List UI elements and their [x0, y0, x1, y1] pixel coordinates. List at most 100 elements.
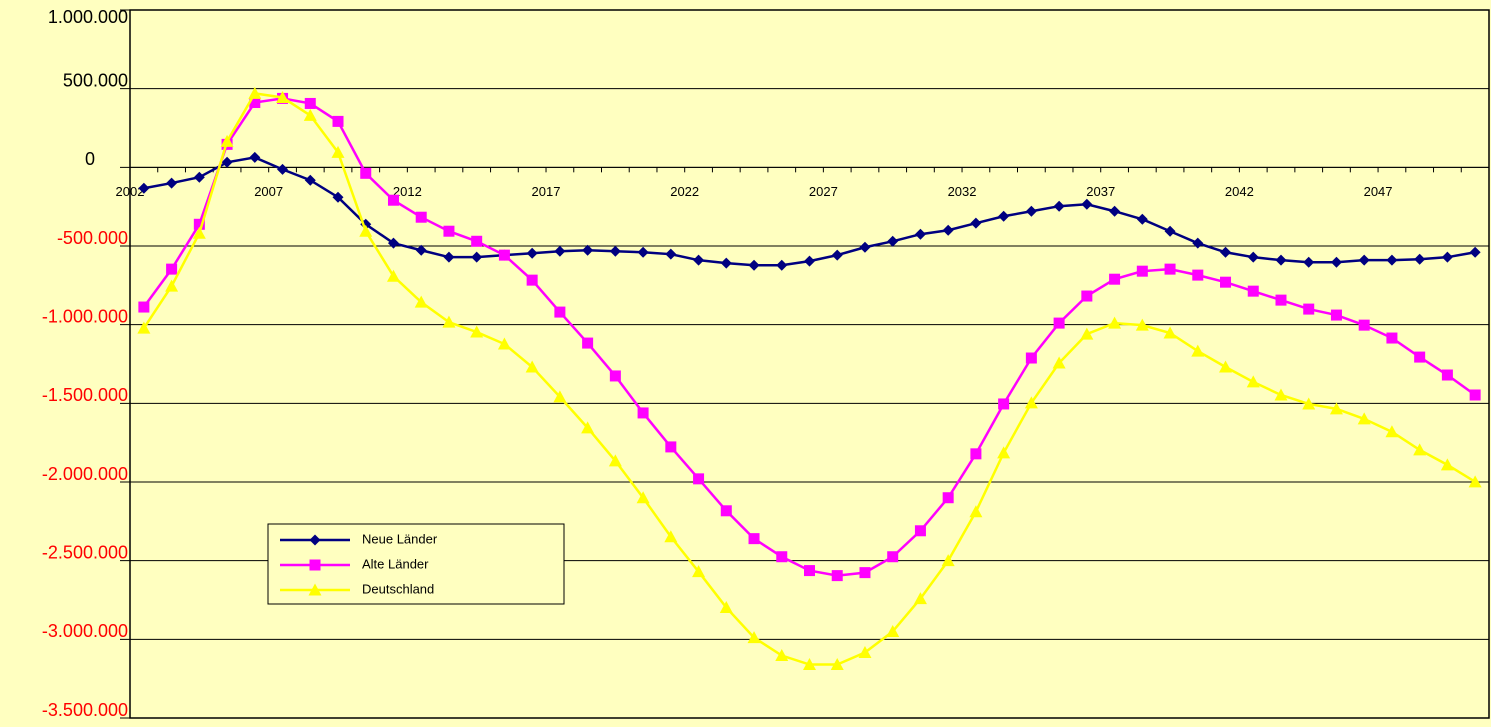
marker	[249, 151, 261, 163]
marker	[193, 218, 205, 230]
marker	[1192, 237, 1204, 249]
marker	[1135, 318, 1149, 331]
y-tick-label: -500.000	[57, 228, 128, 248]
legend-label: Deutschland	[362, 581, 434, 596]
marker	[942, 224, 954, 236]
marker	[1081, 290, 1093, 302]
marker	[386, 269, 400, 282]
marker	[443, 251, 455, 263]
marker	[720, 505, 732, 517]
marker	[1025, 352, 1037, 364]
marker	[309, 534, 321, 546]
marker	[970, 448, 982, 460]
marker	[387, 194, 399, 206]
marker	[331, 145, 345, 158]
x-tick-label: 2037	[1086, 184, 1115, 199]
marker	[748, 259, 760, 271]
marker	[276, 90, 290, 103]
marker	[442, 315, 456, 328]
marker	[387, 237, 399, 249]
marker	[942, 492, 954, 504]
marker	[776, 551, 788, 563]
marker	[665, 441, 677, 453]
marker	[914, 525, 926, 537]
marker	[748, 533, 760, 545]
marker	[1109, 273, 1121, 285]
y-tick-label: -1.000.000	[42, 306, 128, 326]
marker	[693, 473, 705, 485]
marker	[1330, 309, 1342, 321]
marker	[1275, 294, 1287, 306]
marker	[1274, 388, 1288, 401]
y-tick-label: -1.500.000	[42, 385, 128, 405]
marker	[1330, 256, 1342, 268]
marker	[1136, 265, 1148, 277]
marker	[997, 446, 1011, 459]
y-tick-label: 1.000.000	[48, 7, 128, 27]
marker	[1386, 254, 1398, 266]
marker	[1414, 253, 1426, 265]
marker	[308, 583, 322, 596]
y-tick-label: 0	[85, 149, 95, 169]
marker	[747, 631, 761, 644]
marker	[1024, 396, 1038, 409]
marker	[1164, 263, 1176, 275]
marker	[1357, 412, 1371, 425]
marker	[776, 259, 788, 271]
marker	[1192, 269, 1204, 281]
marker	[1468, 475, 1482, 488]
marker	[359, 224, 373, 237]
marker	[166, 263, 178, 275]
marker	[220, 134, 234, 147]
marker	[415, 211, 427, 223]
x-tick-label: 2027	[809, 184, 838, 199]
marker	[303, 108, 317, 121]
marker	[165, 279, 179, 292]
marker	[1025, 205, 1037, 217]
marker	[526, 247, 538, 259]
marker	[332, 115, 344, 127]
marker	[1469, 389, 1481, 401]
x-tick-label: 2017	[532, 184, 561, 199]
marker	[1109, 205, 1121, 217]
marker	[498, 249, 510, 261]
marker	[1220, 276, 1232, 288]
marker	[636, 491, 650, 504]
marker	[138, 301, 150, 313]
marker	[664, 530, 678, 543]
x-tick-label: 2047	[1364, 184, 1393, 199]
x-tick-label: 2002	[116, 184, 145, 199]
marker	[887, 551, 899, 563]
marker	[1386, 332, 1398, 344]
legend-label: Alte Länder	[362, 556, 429, 571]
marker	[970, 217, 982, 229]
marker	[360, 167, 372, 179]
marker	[1219, 360, 1233, 373]
marker	[248, 86, 262, 99]
marker	[859, 241, 871, 253]
y-tick-label: -2.500.000	[42, 542, 128, 562]
marker	[804, 565, 815, 577]
marker	[309, 559, 321, 571]
marker	[1191, 344, 1205, 357]
marker	[1164, 225, 1176, 237]
y-tick-label: -2.000.000	[42, 464, 128, 484]
marker	[554, 245, 566, 257]
marker	[859, 567, 871, 579]
marker	[1469, 246, 1481, 258]
legend: Neue Länder Alte Länder Deutschland	[267, 523, 565, 605]
marker	[1440, 458, 1454, 471]
y-tick-label: -3.500.000	[42, 700, 128, 720]
marker	[582, 337, 594, 349]
marker	[1414, 351, 1426, 363]
marker	[525, 360, 539, 373]
marker	[470, 325, 484, 338]
marker	[719, 601, 733, 614]
marker	[803, 658, 816, 671]
marker	[665, 248, 677, 260]
marker	[1441, 369, 1453, 381]
marker	[941, 554, 955, 567]
marker	[553, 390, 567, 403]
marker	[720, 257, 732, 269]
marker	[1413, 443, 1427, 456]
